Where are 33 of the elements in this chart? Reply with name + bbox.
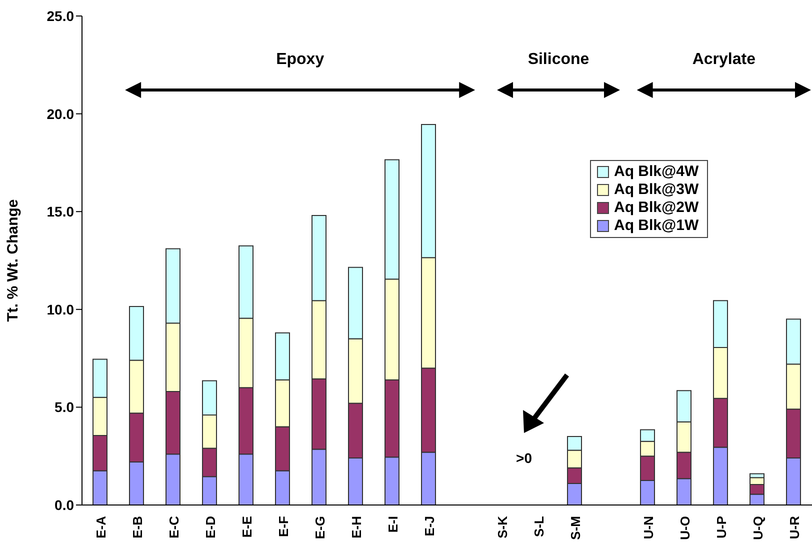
legend-label: Aq Blk@2W	[614, 199, 699, 217]
y-tick-label: 20.0	[46, 106, 74, 122]
x-tick-label: E-F	[276, 516, 291, 537]
x-tick-label: E-B	[130, 516, 145, 538]
x-tick-label: S-K	[494, 515, 510, 538]
x-tick-label: S-L	[531, 516, 546, 537]
annotation: Epoxy	[276, 51, 324, 68]
x-tick-label: U-O	[677, 516, 692, 540]
x-tick-label: E-J	[422, 516, 437, 536]
annotation: >0	[516, 450, 532, 466]
x-tick-label: E-D	[202, 516, 218, 538]
y-axis-title: Tt. % Wt. Change	[4, 199, 22, 322]
legend-label: Aq Blk@4W	[614, 163, 699, 181]
x-tick-label: S-M	[568, 516, 583, 540]
x-tick-label: U-Q	[750, 516, 766, 540]
x-tick-label: E-C	[166, 515, 182, 538]
x-tick-label: E-H	[348, 516, 364, 538]
x-tick-label: E-E	[239, 516, 254, 538]
annotation: Silicone	[528, 51, 590, 68]
x-tick-label: U-P	[714, 516, 729, 538]
annotation: Acrylate	[692, 51, 756, 68]
y-tick-label: 10.0	[46, 301, 74, 318]
x-tick-label: E-I	[385, 516, 400, 533]
y-tick-label: 25.0	[46, 8, 74, 24]
y-tick-label: 0.0	[54, 496, 74, 513]
x-tick-label: U-R	[786, 515, 802, 540]
x-tick-label: E-A	[93, 515, 108, 538]
y-tick-label: 5.0	[54, 399, 74, 416]
legend-label: Aq Blk@1W	[614, 217, 699, 235]
legend-label: Aq Blk@3W	[614, 181, 699, 199]
x-tick-label: U-N	[640, 516, 656, 540]
y-tick-label: 15.0	[46, 204, 74, 220]
x-tick-label: E-G	[312, 516, 328, 540]
